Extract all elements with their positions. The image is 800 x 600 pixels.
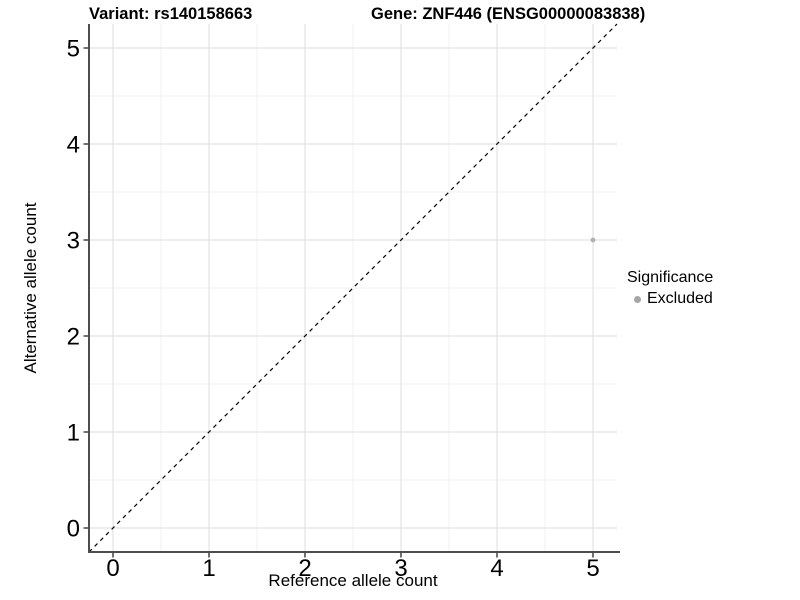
legend-title: Significance: [627, 269, 714, 286]
data-point: [590, 237, 596, 243]
variant-title: Variant: rs140158663: [89, 5, 253, 23]
legend-item-excluded: Excluded: [627, 290, 713, 308]
y-tick-label: 5: [67, 36, 80, 63]
legend-item-label: Excluded: [647, 290, 713, 307]
legend-point-icon: [634, 295, 641, 303]
y-axis-label: Alternative allele count: [21, 202, 40, 374]
legend: Significance Excluded: [627, 269, 713, 308]
x-tick-label: 0: [106, 555, 119, 582]
x-tick-label: 4: [490, 555, 503, 582]
x-tick-label: 3: [394, 555, 407, 582]
y-tick-label: 3: [67, 228, 80, 255]
y-tick-label: 0: [67, 516, 80, 543]
x-axis-label: Reference allele count: [268, 571, 438, 590]
x-tick-label: 2: [298, 555, 311, 582]
x-tick-label: 5: [586, 555, 599, 582]
y-tick-label: 2: [67, 324, 80, 351]
y-tick-label: 4: [67, 132, 80, 159]
y-tick-label: 1: [67, 420, 80, 447]
x-tick-label: 1: [202, 555, 215, 582]
gene-title: Gene: ZNF446 (ENSG00000083838): [371, 5, 646, 23]
